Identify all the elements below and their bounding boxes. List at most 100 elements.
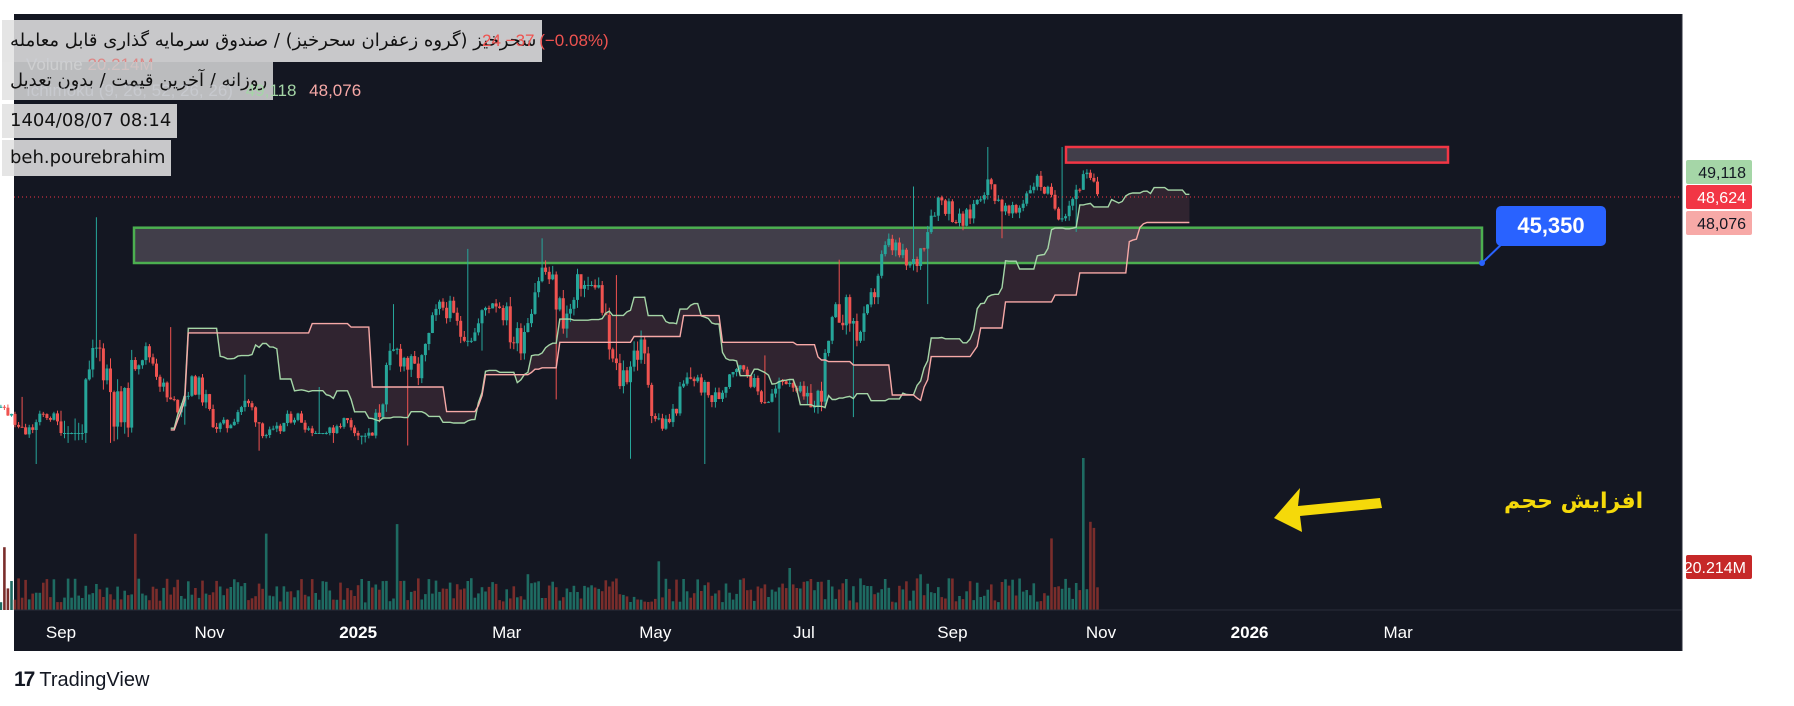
volume-bar bbox=[413, 590, 416, 610]
candle-body bbox=[738, 365, 742, 370]
volume-bar bbox=[558, 600, 562, 610]
candle-body bbox=[989, 179, 993, 185]
candle-body bbox=[621, 370, 625, 387]
volume-bar bbox=[643, 601, 646, 610]
volume-bar bbox=[1092, 527, 1096, 610]
candle-body bbox=[986, 179, 990, 195]
volume-bar bbox=[385, 580, 388, 610]
author: beh.pourebrahim bbox=[10, 147, 166, 168]
volume-bar bbox=[547, 585, 551, 610]
volume-bar bbox=[445, 588, 448, 610]
volume-bar bbox=[10, 581, 13, 610]
candle-body bbox=[63, 433, 66, 434]
volume-bar bbox=[654, 598, 657, 610]
candle-body bbox=[1000, 199, 1004, 212]
candle-body bbox=[6, 407, 10, 416]
candle-body bbox=[1035, 175, 1039, 187]
volume-bar bbox=[823, 599, 827, 610]
volume-bar bbox=[257, 583, 261, 610]
volume-bar bbox=[827, 579, 830, 610]
volume-bar bbox=[300, 579, 303, 610]
volume-bar bbox=[905, 581, 908, 610]
volume-bar bbox=[972, 600, 975, 610]
candle-body bbox=[105, 368, 109, 381]
candle-body bbox=[303, 422, 307, 430]
volume-bar bbox=[830, 586, 834, 610]
candle-body bbox=[116, 391, 120, 427]
volume-bar bbox=[381, 581, 385, 610]
candle-body bbox=[897, 242, 901, 256]
candle-body bbox=[317, 433, 321, 434]
volume-bar bbox=[668, 588, 671, 610]
candle-body bbox=[293, 419, 296, 423]
volume-bar bbox=[222, 595, 225, 610]
volume-bar bbox=[735, 593, 738, 610]
candle-body bbox=[904, 249, 908, 266]
candle-body bbox=[512, 342, 516, 344]
candle-body bbox=[469, 340, 473, 342]
volume-bar bbox=[799, 588, 802, 610]
volume-bar bbox=[66, 578, 70, 610]
candle-body bbox=[10, 413, 13, 416]
volume-bar bbox=[940, 597, 944, 610]
candle-body bbox=[243, 400, 247, 408]
x-tick-label: 2026 bbox=[1231, 623, 1269, 642]
volume-bar bbox=[45, 579, 49, 610]
volume-bar bbox=[1046, 595, 1050, 610]
candle-body bbox=[264, 435, 268, 437]
volume-bar bbox=[809, 579, 813, 610]
candle-body bbox=[742, 365, 746, 370]
volume-bar bbox=[983, 595, 986, 610]
volume-bar bbox=[399, 581, 402, 610]
volume-bar bbox=[395, 524, 399, 610]
volume-bar bbox=[268, 595, 271, 610]
volume-bar bbox=[1067, 587, 1071, 610]
candle-body bbox=[388, 350, 392, 366]
candle-body bbox=[52, 413, 56, 420]
candle-body bbox=[430, 315, 434, 333]
volume-bar bbox=[155, 588, 158, 610]
tradingview-brand[interactable]: 17 TradingView bbox=[14, 668, 149, 692]
candle-body bbox=[321, 433, 325, 434]
volume-bar bbox=[597, 588, 600, 610]
volume-bar bbox=[1060, 588, 1064, 610]
candle-body bbox=[363, 435, 367, 437]
candle-body bbox=[639, 339, 643, 360]
candle-body bbox=[724, 387, 728, 393]
volume-bar bbox=[328, 590, 332, 610]
volume-bar bbox=[134, 533, 137, 610]
volume-bar bbox=[880, 589, 883, 610]
candle-body bbox=[876, 275, 880, 298]
candle-body bbox=[1025, 193, 1029, 204]
volume-bar bbox=[34, 592, 38, 610]
candle-body bbox=[236, 412, 240, 422]
volume-bar bbox=[728, 592, 731, 610]
candle-body bbox=[239, 407, 243, 412]
candle-body bbox=[1071, 199, 1075, 206]
candle-body bbox=[798, 385, 802, 392]
candle-body bbox=[859, 331, 862, 341]
volume-bar bbox=[922, 595, 926, 610]
ichimoku-value-2: 48,076 bbox=[309, 81, 362, 100]
volume-bar bbox=[229, 587, 233, 610]
volume-bar bbox=[452, 598, 455, 610]
volume-bar bbox=[307, 596, 310, 610]
candle-body bbox=[225, 419, 229, 429]
candle-body bbox=[392, 349, 395, 351]
volume-bar bbox=[261, 588, 264, 610]
volume-bar bbox=[187, 581, 190, 610]
volume-bar bbox=[392, 598, 395, 610]
candle-body bbox=[851, 321, 855, 324]
candle-body bbox=[653, 416, 657, 419]
candle-body bbox=[491, 303, 495, 309]
ichimoku-legend[interactable]: Ichimoku (9, 26, 52, 26, 26) 49,118 48,0… bbox=[26, 81, 361, 101]
candle-body bbox=[27, 427, 31, 435]
candle-body bbox=[781, 380, 785, 382]
candle-body bbox=[855, 321, 859, 341]
volume-bar bbox=[852, 586, 855, 610]
candle-body bbox=[13, 413, 17, 425]
candle-body bbox=[20, 426, 24, 428]
candle-body bbox=[250, 403, 254, 408]
candle-body bbox=[590, 285, 594, 286]
